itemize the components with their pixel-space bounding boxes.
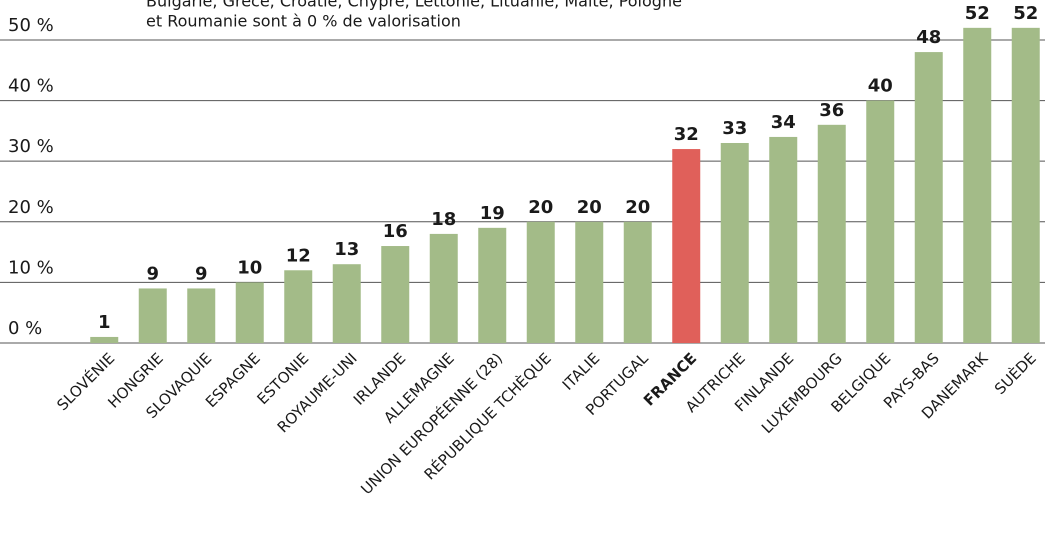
value-label: 20 xyxy=(625,197,650,218)
x-tick-label: ITALIE xyxy=(559,349,604,394)
value-label: 20 xyxy=(577,197,602,218)
value-label: 9 xyxy=(195,263,208,284)
value-label: 36 xyxy=(819,100,844,121)
bar xyxy=(381,246,410,343)
value-label: 48 xyxy=(916,27,941,48)
y-tick-label: 0 % xyxy=(8,318,42,339)
y-tick-label: 50 % xyxy=(8,15,54,36)
bar xyxy=(235,282,264,343)
bar xyxy=(672,149,701,343)
value-label: 9 xyxy=(146,263,159,284)
annotation: Bulgarie, Grèce, Croatie, Chypre, Letton… xyxy=(146,0,682,11)
bar xyxy=(90,336,119,343)
bar xyxy=(720,142,749,343)
value-label: 32 xyxy=(674,124,699,145)
bar xyxy=(478,227,507,343)
y-tick-label: 30 % xyxy=(8,136,54,157)
y-tick-label: 10 % xyxy=(8,257,54,278)
bar xyxy=(187,288,216,343)
annotation: et Roumanie sont à 0 % de valorisation xyxy=(146,12,461,31)
bar xyxy=(575,221,604,343)
bar xyxy=(1011,27,1040,343)
x-tick-label: SUÈDE xyxy=(990,349,1040,399)
value-label: 52 xyxy=(965,3,990,24)
value-label: 34 xyxy=(771,112,796,133)
value-label: 13 xyxy=(334,239,359,260)
value-label: 20 xyxy=(528,197,553,218)
y-tick-label: 40 % xyxy=(8,76,54,97)
value-label: 18 xyxy=(431,209,456,230)
value-label: 1 xyxy=(98,312,111,333)
value-label: 10 xyxy=(237,257,262,278)
bar xyxy=(963,27,992,343)
bar xyxy=(332,264,361,343)
value-label: 33 xyxy=(722,118,747,139)
value-label: 40 xyxy=(868,76,893,97)
y-tick-label: 20 % xyxy=(8,197,54,218)
bar xyxy=(284,270,313,343)
bar xyxy=(429,233,458,343)
bar xyxy=(138,288,167,343)
bar xyxy=(769,136,798,343)
value-label: 19 xyxy=(480,203,505,224)
bar xyxy=(866,100,895,343)
bar xyxy=(623,221,652,343)
value-label: 52 xyxy=(1013,3,1038,24)
bar xyxy=(817,124,846,343)
bar xyxy=(526,221,555,343)
value-label: 12 xyxy=(286,245,311,266)
value-label: 16 xyxy=(383,221,408,242)
bar xyxy=(914,52,943,343)
